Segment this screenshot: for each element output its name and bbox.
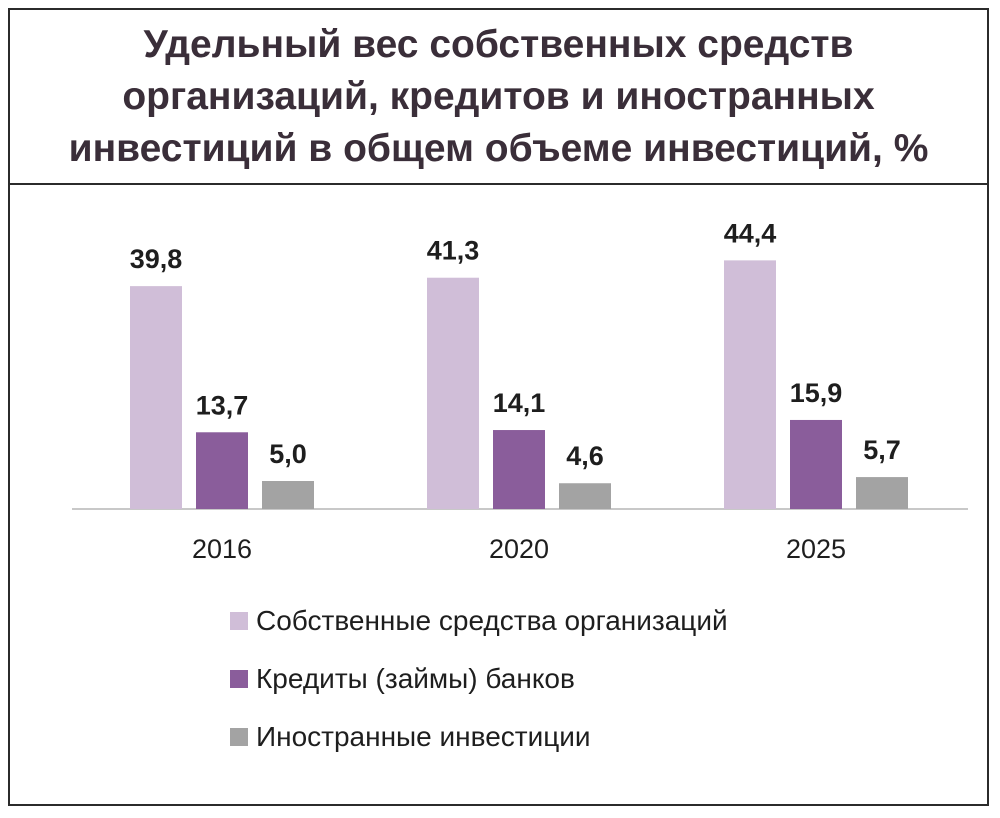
bar-2020-series-3: [559, 483, 611, 509]
value-label-2016-series-3: 5,0: [269, 439, 307, 469]
title-box: Удельный вес собственных средств организ…: [10, 10, 987, 185]
legend-label-2: Кредиты (займы) банков: [256, 663, 575, 694]
legend-item-3: Иностранные инвестиции: [230, 708, 728, 766]
bar-2020-series-1: [427, 277, 479, 509]
legend-swatch-3: [230, 728, 248, 746]
x-tick-label-2025: 2025: [786, 534, 846, 564]
x-tick-label-2020: 2020: [489, 534, 549, 564]
x-tick-label-2016: 2016: [192, 534, 252, 564]
value-label-2020-series-1: 41,3: [427, 236, 480, 266]
value-label-2020-series-2: 14,1: [493, 388, 546, 418]
bars-group: [130, 260, 908, 509]
legend-item-1: Собственные средства организаций: [230, 592, 728, 650]
value-label-2020-series-3: 4,6: [566, 441, 604, 471]
value-label-2016-series-2: 13,7: [196, 390, 249, 420]
chart-title: Удельный вес собственных средств организ…: [68, 22, 929, 170]
bar-2016-series-1: [130, 286, 182, 509]
value-label-2025-series-2: 15,9: [790, 378, 843, 408]
value-label-2025-series-1: 44,4: [724, 218, 777, 248]
bar-2020-series-2: [493, 430, 545, 509]
value-label-2016-series-1: 39,8: [130, 244, 183, 274]
legend: Собственные средства организаций Кредиты …: [230, 592, 728, 766]
value-labels-group: 39,8 13,7 5,0 41,3 14,1 4,6 44,4 15,9 5,7: [130, 218, 901, 471]
legend-swatch-2: [230, 670, 248, 688]
bar-2025-series-3: [856, 477, 908, 509]
legend-swatch-1: [230, 612, 248, 630]
legend-label-1: Собственные средства организаций: [256, 605, 728, 636]
bar-2016-series-2: [196, 432, 248, 509]
bar-2016-series-3: [262, 481, 314, 509]
bar-2025-series-2: [790, 419, 842, 509]
bar-2025-series-1: [724, 260, 776, 509]
legend-item-2: Кредиты (займы) банков: [230, 650, 728, 708]
legend-label-3: Иностранные инвестиции: [256, 721, 591, 752]
value-label-2025-series-3: 5,7: [863, 435, 901, 465]
x-tick-labels-group: 2016 2020 2025: [192, 534, 846, 564]
chart-frame: Удельный вес собственных средств организ…: [8, 8, 989, 806]
